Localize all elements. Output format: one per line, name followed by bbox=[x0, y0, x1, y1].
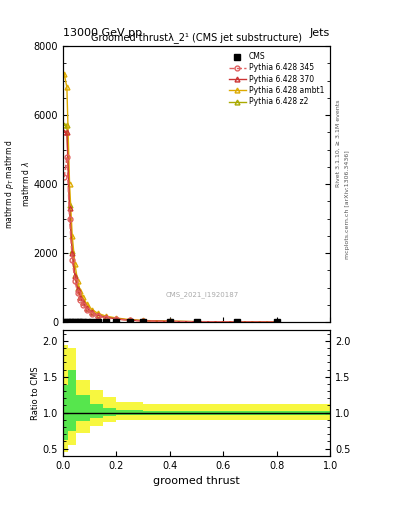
Y-axis label: Ratio to CMS: Ratio to CMS bbox=[31, 366, 40, 420]
Text: Rivet 3.1.10, ≥ 3.1M events: Rivet 3.1.10, ≥ 3.1M events bbox=[336, 100, 341, 187]
Text: CMS_2021_I1920187: CMS_2021_I1920187 bbox=[165, 291, 239, 298]
Legend: CMS, Pythia 6.428 345, Pythia 6.428 370, Pythia 6.428 ambt1, Pythia 6.428 z2: CMS, Pythia 6.428 345, Pythia 6.428 370,… bbox=[226, 50, 326, 109]
Y-axis label: 1
mathrm d N
mathrm d $p_T$ mathrm d
mathrm d $\lambda$: 1 mathrm d N mathrm d $p_T$ mathrm d mat… bbox=[0, 139, 31, 229]
X-axis label: groomed thrust: groomed thrust bbox=[153, 476, 240, 486]
Text: mcplots.cern.ch [arXiv:1306.3436]: mcplots.cern.ch [arXiv:1306.3436] bbox=[345, 151, 350, 259]
Title: Groomed thrustλ_2¹ (CMS jet substructure): Groomed thrustλ_2¹ (CMS jet substructure… bbox=[91, 33, 302, 44]
Text: 13000 GeV pp: 13000 GeV pp bbox=[63, 28, 142, 38]
Text: Jets: Jets bbox=[310, 28, 330, 38]
